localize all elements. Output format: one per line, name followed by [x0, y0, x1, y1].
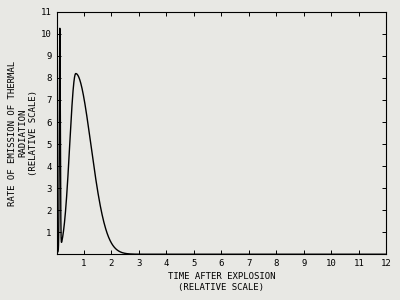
X-axis label: TIME AFTER EXPLOSION
(RELATIVE SCALE): TIME AFTER EXPLOSION (RELATIVE SCALE)	[168, 272, 275, 292]
Y-axis label: RATE OF EMISSION OF THERMAL
RADIATION
(RELATIVE SCALE): RATE OF EMISSION OF THERMAL RADIATION (R…	[8, 61, 38, 206]
